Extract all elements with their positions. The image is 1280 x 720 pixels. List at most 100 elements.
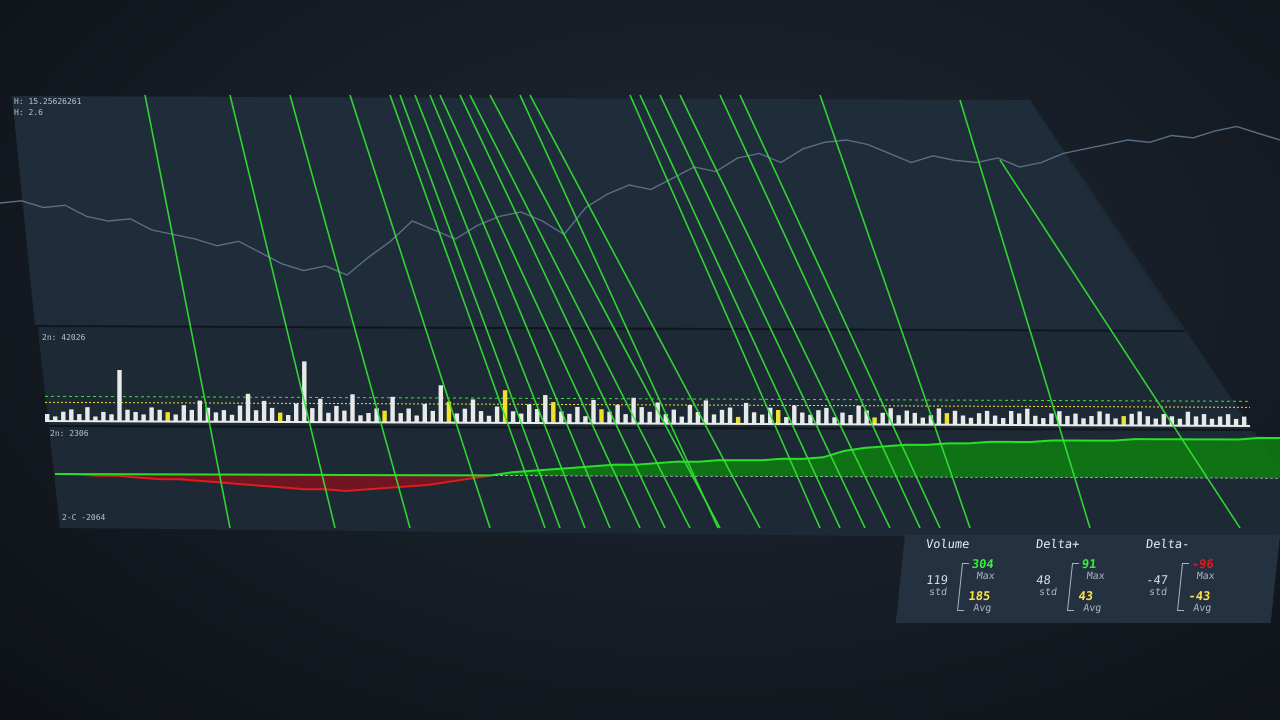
volume-bar: [1233, 418, 1239, 426]
price-point: [541, 220, 543, 222]
volume-bar: [832, 417, 837, 425]
signal-line: [639, 94, 841, 529]
price-panel: [12, 96, 1180, 330]
stat-volume: Volume 119 std 304 Max 185 Avg: [896, 535, 1015, 623]
volume-bar: [896, 415, 901, 425]
volume-bar: [510, 411, 516, 423]
volume-bar: [1009, 411, 1014, 425]
volume-bar: [1177, 418, 1183, 426]
volume-bar: [1065, 415, 1070, 426]
volume-bar: [294, 403, 299, 423]
price-line: [0, 125, 1280, 276]
volume-bar: [1017, 413, 1022, 426]
volume-bar: [1217, 416, 1223, 426]
delta-series: [54, 436, 1280, 492]
volume-bar: [920, 417, 925, 425]
signal-line: [999, 159, 1241, 529]
price-point: [1257, 132, 1259, 134]
price-point: [129, 218, 131, 220]
volume-bar: [414, 415, 419, 423]
price-point: [975, 161, 977, 164]
price-point: [910, 161, 912, 164]
signal-line: [739, 94, 941, 529]
volume-bar: [302, 361, 307, 423]
price-point: [1105, 143, 1108, 146]
signal-line: [459, 94, 666, 529]
volume-bar: [976, 413, 982, 425]
volume-delta-separator: [44, 425, 1256, 431]
volume-bar: [519, 413, 524, 423]
price-label-1: H: 15.25626261: [14, 97, 82, 106]
volume-bar: [1001, 418, 1006, 425]
volume-bar: [1161, 414, 1166, 426]
signal-line: [519, 94, 719, 529]
volume-bar: [984, 410, 990, 425]
stat-max-value: 91: [1081, 557, 1098, 571]
volume-bar: [856, 405, 861, 425]
stat-max-label: Max: [976, 571, 996, 582]
volume-bar: [1041, 418, 1046, 426]
volume-bar: [647, 411, 652, 424]
price-point: [259, 251, 261, 254]
delta-bottom-label: 2-C -2064: [62, 513, 106, 522]
price-point: [1019, 166, 1021, 168]
volume-bar: [1145, 416, 1150, 426]
price-point: [520, 211, 522, 213]
volume-bar: [727, 407, 733, 424]
stat-max-label: Max: [1086, 571, 1106, 582]
volume-bar: [310, 408, 315, 423]
volume-bar: [1025, 408, 1030, 425]
volume-bar: [229, 414, 235, 422]
volume-bar: [928, 415, 934, 425]
volume-bar: [800, 412, 805, 425]
stat-bracket: [957, 563, 970, 611]
price-point: [498, 215, 500, 218]
stat-title: Delta+: [1035, 537, 1081, 551]
volume-bar: [374, 408, 379, 423]
stat-title: Delta-: [1145, 537, 1191, 551]
price-point: [454, 238, 457, 240]
stat-bracket: [1067, 563, 1080, 611]
volume-bar: [1113, 418, 1118, 426]
volume-bar: [1169, 416, 1175, 426]
price-point: [303, 269, 305, 272]
volume-bar: [864, 410, 869, 425]
price-point: [758, 152, 760, 155]
signal-line: [469, 94, 691, 529]
volume-bar: [181, 405, 186, 422]
volume-bar: [189, 409, 194, 422]
price-point: [1149, 141, 1151, 143]
price-point: [216, 245, 218, 247]
volume-bar: [85, 407, 90, 422]
price-point: [324, 265, 327, 267]
signal-line: [414, 94, 586, 529]
volume-bar: [760, 414, 765, 424]
price-point: [737, 157, 739, 159]
volume-bar: [261, 400, 267, 422]
volume-bar: [109, 414, 114, 422]
price-point: [21, 200, 23, 202]
volume-bar: [960, 415, 966, 425]
volume-bar: [695, 412, 701, 424]
signal-lines: [144, 94, 1241, 529]
stat-avg-label: Avg: [1192, 603, 1212, 614]
signal-line: [629, 94, 821, 529]
volume-bar: [101, 411, 106, 422]
volume-bar: [197, 400, 202, 422]
delta-positive-area: [55, 437, 1280, 478]
signal-line: [399, 94, 561, 529]
stat-std-value: -47: [1145, 573, 1169, 587]
stat-std-value: 119: [925, 573, 949, 587]
volume-bar: [1193, 416, 1199, 426]
volume-bar: [968, 417, 974, 425]
signal-line: [529, 94, 761, 529]
price-point: [172, 233, 175, 236]
volume-bar: [149, 407, 154, 422]
price-point: [0, 202, 1, 204]
volume-bar: [326, 412, 331, 423]
volume-bar: [133, 412, 138, 422]
stat-std-label: std: [928, 587, 948, 598]
volume-bar: [1057, 411, 1062, 426]
volume-bar: [93, 416, 98, 422]
volume-bar: [157, 409, 162, 422]
